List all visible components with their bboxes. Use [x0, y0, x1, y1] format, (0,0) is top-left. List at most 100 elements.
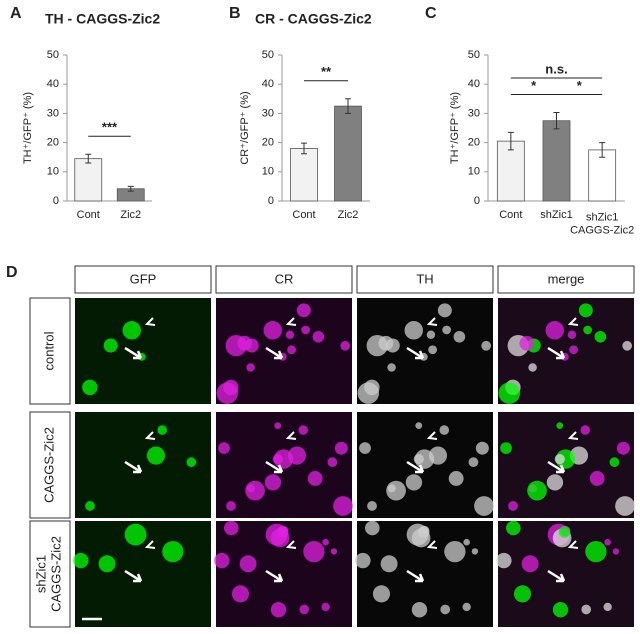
bar	[542, 120, 571, 202]
column-header: CR	[275, 271, 294, 286]
cell	[463, 538, 470, 546]
cell	[103, 338, 118, 353]
chart-title: TH - CAGGS-Zic2	[45, 11, 160, 27]
cell	[528, 363, 537, 372]
cell	[442, 325, 452, 335]
cell	[367, 501, 377, 511]
y-tick-label: 10	[468, 166, 480, 178]
x-tick-label: Cont	[292, 209, 315, 221]
cell	[387, 363, 396, 372]
arrow	[406, 569, 425, 583]
significance-label: *	[577, 78, 583, 93]
cell	[580, 425, 591, 435]
arrow	[124, 569, 143, 583]
panel-letter: B	[229, 5, 241, 22]
cell	[340, 340, 351, 351]
y-tick-label: 50	[468, 49, 480, 61]
cell	[506, 520, 521, 536]
y-tick-label: 30	[262, 107, 274, 119]
arrowhead	[285, 431, 297, 440]
cell	[82, 379, 98, 396]
cell	[612, 548, 620, 555]
y-axis-label: TH⁺/GFP⁺ (%)	[22, 92, 34, 164]
cell	[162, 540, 184, 563]
arrowhead	[567, 317, 579, 326]
arrow	[265, 460, 284, 474]
column-header-box	[215, 265, 353, 294]
significance-label: ***	[102, 120, 118, 135]
cell	[270, 602, 287, 618]
column-header: TH	[416, 271, 433, 286]
x-tick-label: shZic1	[540, 209, 572, 221]
arrow	[547, 346, 566, 360]
cell	[122, 321, 142, 340]
cell	[498, 382, 521, 404]
significance-label: n.s.	[545, 61, 567, 76]
y-tick-label: 10	[262, 166, 274, 178]
cell	[448, 471, 464, 486]
y-tick-label: 0	[474, 195, 480, 207]
column-header-box	[356, 265, 494, 294]
cell	[231, 585, 250, 603]
cell	[567, 330, 577, 339]
cell	[404, 321, 424, 340]
cell	[521, 555, 539, 573]
bar	[290, 148, 318, 202]
arrow	[406, 460, 425, 474]
cell	[327, 457, 338, 468]
cell	[85, 501, 95, 511]
arrow	[547, 460, 566, 474]
cell	[276, 526, 289, 538]
cell	[355, 552, 371, 569]
cell	[334, 441, 348, 455]
y-tick-label: 0	[268, 195, 274, 207]
cell	[481, 340, 492, 351]
arrow	[124, 460, 143, 474]
error-bar	[599, 142, 606, 158]
cell	[437, 303, 452, 318]
cell	[73, 552, 89, 569]
panel-letter: C	[425, 5, 437, 22]
arrowhead	[567, 431, 579, 440]
arrowhead	[144, 317, 156, 326]
x-tick-label: shZic1 CAGGS-Zic2	[570, 212, 634, 237]
arrowhead	[144, 431, 156, 440]
y-tick-label: 30	[468, 107, 480, 119]
cell	[365, 520, 380, 536]
panel-letter: D	[6, 264, 18, 281]
cell	[264, 474, 282, 491]
column-header: GFP	[130, 271, 157, 286]
cell	[616, 441, 630, 455]
cell	[444, 540, 466, 563]
y-tick-label: 20	[47, 137, 59, 149]
cell	[604, 538, 611, 546]
cell	[263, 321, 283, 340]
cell	[274, 422, 282, 430]
cell	[246, 363, 255, 372]
cell	[426, 330, 436, 339]
cell	[609, 457, 620, 468]
cell	[578, 303, 593, 318]
y-tick-label: 40	[468, 78, 480, 90]
cell	[471, 548, 479, 555]
cell	[124, 523, 147, 546]
cell	[585, 540, 607, 563]
arrow	[265, 569, 284, 583]
y-tick-label: 20	[262, 137, 274, 149]
y-tick-label: 50	[262, 49, 274, 61]
cell	[508, 501, 518, 511]
cell	[411, 602, 428, 618]
cell	[321, 602, 330, 612]
cell	[312, 330, 325, 343]
column-header-box	[74, 265, 212, 294]
cell	[98, 555, 116, 573]
arrow	[547, 569, 566, 583]
bar	[74, 158, 103, 202]
cell	[226, 501, 236, 511]
error-bar	[345, 98, 351, 114]
cell	[475, 441, 489, 455]
row-label: control	[41, 331, 56, 370]
bar	[496, 140, 525, 202]
cell	[527, 480, 547, 501]
